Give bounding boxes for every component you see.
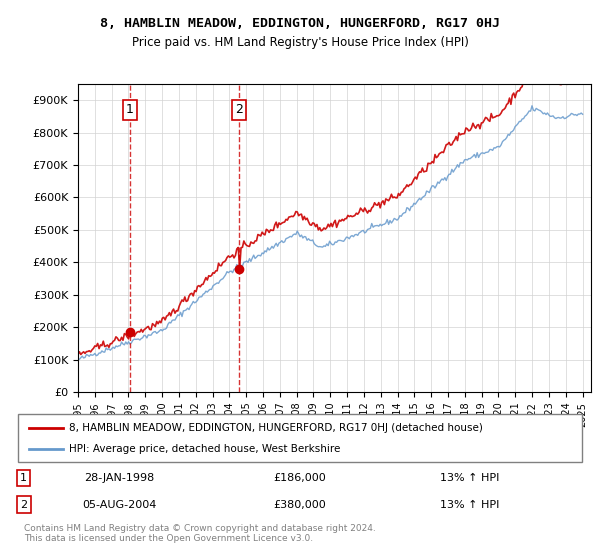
Text: 2: 2 <box>235 104 243 116</box>
Text: Price paid vs. HM Land Registry's House Price Index (HPI): Price paid vs. HM Land Registry's House … <box>131 36 469 49</box>
Text: 28-JAN-1998: 28-JAN-1998 <box>85 473 155 483</box>
Text: HPI: Average price, detached house, West Berkshire: HPI: Average price, detached house, West… <box>69 444 340 454</box>
Text: 13% ↑ HPI: 13% ↑ HPI <box>440 500 499 510</box>
Text: £186,000: £186,000 <box>274 473 326 483</box>
Text: 1: 1 <box>20 473 27 483</box>
Text: 05-AUG-2004: 05-AUG-2004 <box>82 500 157 510</box>
Text: 8, HAMBLIN MEADOW, EDDINGTON, HUNGERFORD, RG17 0HJ: 8, HAMBLIN MEADOW, EDDINGTON, HUNGERFORD… <box>100 17 500 30</box>
Text: 2: 2 <box>20 500 27 510</box>
Text: Contains HM Land Registry data © Crown copyright and database right 2024.
This d: Contains HM Land Registry data © Crown c… <box>24 524 376 543</box>
Text: 8, HAMBLIN MEADOW, EDDINGTON, HUNGERFORD, RG17 0HJ (detached house): 8, HAMBLIN MEADOW, EDDINGTON, HUNGERFORD… <box>69 423 482 433</box>
Text: £380,000: £380,000 <box>274 500 326 510</box>
Text: 1: 1 <box>125 104 134 116</box>
Text: 13% ↑ HPI: 13% ↑ HPI <box>440 473 499 483</box>
FancyBboxPatch shape <box>18 414 582 462</box>
